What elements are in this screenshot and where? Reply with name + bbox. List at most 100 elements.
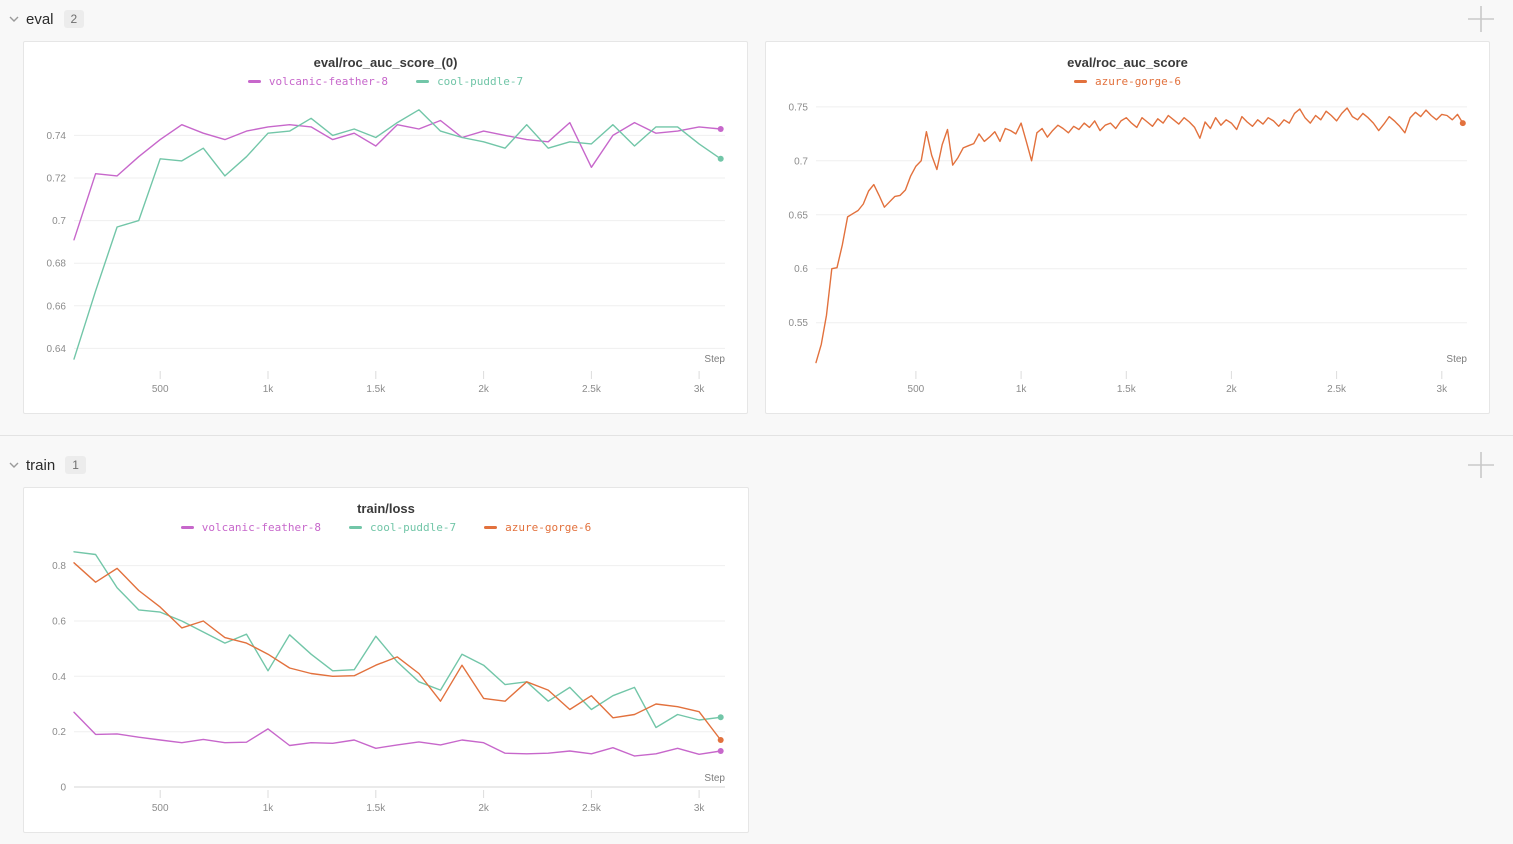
line-chart-eval-roc-auc-score-0[interactable]: 0.64 0.66 0.68 0.7 0.72 0.74 500 1k 1.5k 2k 2.5k 3k… [24,97,747,413]
legend-item-cool-puddle-7[interactable]: cool-puddle-7 [349,521,456,534]
y-tick-label: 0.75 [789,102,809,113]
chart-title: train/loss [357,501,415,516]
y-tick-label: 0.65 [789,210,809,221]
x-tick-label: 3k [694,803,706,814]
y-tick-label: 0.4 [52,672,66,683]
legend-swatch [416,80,430,83]
x-tick-label: 2.5k [1327,384,1347,395]
chart-legend: volcanic-feather-8 cool-puddle-7 [24,75,747,88]
legend-swatch [484,526,498,529]
x-tick-label: 500 [152,384,169,395]
section-title-train[interactable]: train [26,456,56,474]
x-tick-label: 1.5k [1117,384,1137,395]
x-tick-label: 2.5k [582,384,602,395]
y-tick-label: 0.2 [52,727,66,738]
x-axis-title: Step [704,354,725,365]
legend-item-volcanic-feather-8[interactable]: volcanic-feather-8 [180,521,322,534]
section-train: train 1 train/loss volcanic-feather-8 coo… [0,448,1513,833]
x-tick-label: 2k [478,803,490,814]
y-tick-label: 0.6 [794,264,808,275]
line-chart-train-loss[interactable]: 0 0.2 0.4 0.6 0.8 500 1k 1.5k 2k 2.5k 3k Step [24,543,748,832]
x-tick-label: 500 [908,384,925,395]
legend-swatch [180,526,194,529]
legend-run-name: azure-gorge-6 [505,521,592,534]
y-tick-label: 0.64 [47,344,67,355]
series-line-volcanic-feather-8[interactable] [73,119,722,241]
series-end-dot-cool-puddle-7 [717,714,724,721]
chart-head: train/loss volcanic-feather-8 cool-puddle… [24,488,748,543]
x-tick-label: 1k [263,384,275,395]
section-header-eval: eval 2 [0,2,1513,36]
section-title-eval[interactable]: eval [26,10,54,28]
x-tick-label: 2k [1226,384,1238,395]
legend-item-cool-puddle-7[interactable]: cool-puddle-7 [416,75,523,88]
legend-swatch [349,526,363,529]
train-panels-row: train/loss volcanic-feather-8 cool-puddle… [0,487,1513,833]
line-chart-eval-roc-auc-score[interactable]: 0.55 0.6 0.65 0.7 0.75 500 1k 1.5k 2k 2.5k 3k Step [766,97,1489,413]
section-header-train: train 1 [0,448,1513,482]
series-line-azure-gorge-6[interactable] [73,562,722,741]
y-tick-label: 0.8 [52,561,66,572]
x-tick-label: 1.5k [366,384,386,395]
chart-title: eval/roc_auc_score [1067,55,1188,70]
series-line-cool-puddle-7[interactable] [73,109,722,360]
section-eval: eval 2 eval/roc_auc_score_(0) volcanic-f… [0,2,1513,436]
panel-eval-roc-auc-score-0: eval/roc_auc_score_(0) volcanic-feather-… [23,41,748,414]
chevron-down-icon[interactable] [6,11,22,27]
section-count-badge: 2 [63,10,85,28]
add-panel-plus-icon[interactable] [1466,450,1496,480]
x-axis-title: Step [704,773,725,784]
x-tick-label: 1.5k [366,803,386,814]
add-panel-plus-icon[interactable] [1466,4,1496,34]
chart-head: eval/roc_auc_score azure-gorge-6 [766,42,1489,97]
legend-item-volcanic-feather-8[interactable]: volcanic-feather-8 [247,75,389,88]
series-end-dot-volcanic-feather-8 [717,748,724,754]
series-end-dot-azure-gorge-6 [1459,120,1466,127]
y-tick-label: 0.66 [47,301,67,312]
y-tick-label: 0.55 [789,318,809,329]
eval-panels-row: eval/roc_auc_score_(0) volcanic-feather-… [0,41,1513,414]
series-end-dot-volcanic-feather-8 [717,126,724,132]
series-line-volcanic-feather-8[interactable] [73,711,722,757]
series-line-azure-gorge-6[interactable] [815,107,1464,364]
legend-item-azure-gorge-6[interactable]: azure-gorge-6 [1073,75,1182,88]
chart-canvas: 0.55 0.6 0.65 0.7 0.75 500 1k 1.5k 2k 2.5k 3k Step [789,102,1468,395]
chart-legend: volcanic-feather-8 cool-puddle-7 azure-gor… [24,521,748,534]
y-tick-label: 0.68 [47,259,67,270]
chart-canvas: 0.64 0.66 0.68 0.7 0.72 0.74 500 1k 1.5k 2k 2.5k 3k… [47,109,725,395]
chevron-down-icon[interactable] [6,457,22,473]
panel-train-loss: train/loss volcanic-feather-8 cool-puddle… [23,487,749,833]
y-tick-label: 0.7 [794,156,808,167]
legend-swatch [1073,80,1087,83]
series-line-cool-puddle-7[interactable] [73,551,722,729]
x-axis-title: Step [1446,354,1467,365]
legend-run-name: volcanic-feather-8 [201,521,322,534]
y-tick-label: 0.74 [47,131,67,142]
series-end-dot-cool-puddle-7 [717,155,724,162]
x-tick-label: 2.5k [582,803,602,814]
y-tick-label: 0 [60,783,66,794]
legend-run-name: cool-puddle-7 [437,75,524,88]
y-tick-label: 0.7 [52,216,66,227]
section-count-badge: 1 [65,456,86,474]
chart-title: eval/roc_auc_score_(0) [313,55,458,70]
y-tick-label: 0.6 [52,617,66,628]
chart-canvas: 0 0.2 0.4 0.6 0.8 500 1k 1.5k 2k 2.5k 3k Step [52,551,725,814]
legend-item-azure-gorge-6[interactable]: azure-gorge-6 [484,521,591,534]
chart-legend: azure-gorge-6 [766,75,1489,88]
x-tick-label: 1k [1016,384,1028,395]
x-tick-label: 500 [152,803,169,814]
section-divider [0,435,1513,436]
x-tick-label: 1k [263,803,275,814]
chart-head: eval/roc_auc_score_(0) volcanic-feather-… [24,42,747,97]
legend-run-name: azure-gorge-6 [1094,75,1182,88]
series-end-dot-azure-gorge-6 [717,737,724,743]
x-tick-label: 3k [694,384,706,395]
legend-swatch [247,80,261,83]
panel-eval-roc-auc-score: eval/roc_auc_score azure-gorge-6 0.55 0.6… [765,41,1490,414]
x-tick-label: 2k [478,384,490,395]
legend-run-name: volcanic-feather-8 [268,75,389,88]
legend-run-name: cool-puddle-7 [370,521,457,534]
x-tick-label: 3k [1437,384,1449,395]
y-tick-label: 0.72 [47,174,67,185]
